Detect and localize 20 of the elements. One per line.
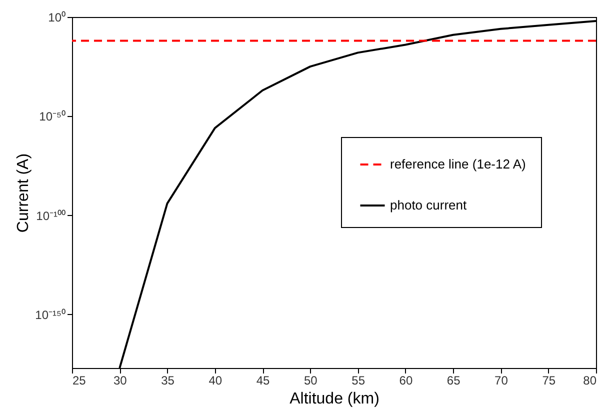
y-tick-label: 10⁰ <box>48 10 66 24</box>
y-axis-title: Current (A) <box>15 153 32 233</box>
x-tick-label: 55 <box>352 374 366 388</box>
x-tick-label: 25 <box>72 374 86 388</box>
x-tick-label: 80 <box>583 374 597 388</box>
x-tick-label: 40 <box>208 374 222 388</box>
y-tick-label: 10⁻¹⁵⁰ <box>35 308 66 322</box>
y-tick-label: 10⁻⁵⁰ <box>39 110 66 124</box>
x-axis-title: Altitude (km) <box>290 390 380 408</box>
legend-label: reference line (1e-12 A) <box>390 156 526 172</box>
x-tick-label: 30 <box>113 374 128 388</box>
x-tick-label: 50 <box>304 374 318 388</box>
x-tick-label: 35 <box>161 374 175 388</box>
x-tick-label: 65 <box>446 374 461 388</box>
x-tick-label: 60 <box>399 374 413 388</box>
legend-label: photo current <box>390 198 467 212</box>
x-tick-label: 45 <box>256 374 270 388</box>
x-tick-label: 70 <box>494 374 508 388</box>
y-tick-label: 10⁻¹⁰⁰ <box>36 208 66 223</box>
x-tick-label: 75 <box>542 374 556 388</box>
